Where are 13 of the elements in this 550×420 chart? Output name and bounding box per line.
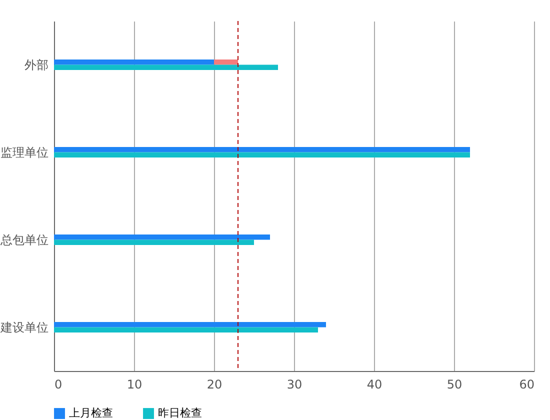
legend-label: 上月检查 [69, 406, 113, 420]
x-tick-label: 60 [519, 378, 534, 392]
y-tick-label: 建设单位 [0, 320, 48, 334]
x-tick-label: 20 [206, 378, 222, 392]
x-tick-label: 0 [54, 378, 62, 392]
y-tick-label: 外部 [24, 58, 48, 72]
y-tick-label: 监理单位 [0, 145, 48, 160]
x-tick-label: 30 [286, 378, 302, 392]
x-tick-label: 40 [366, 378, 382, 392]
x-tick-label: 10 [126, 378, 142, 392]
x-tick-label: 50 [446, 378, 462, 392]
y-tick-label: 总包单位 [0, 232, 48, 247]
legend-label: 昨日检查 [158, 406, 202, 420]
